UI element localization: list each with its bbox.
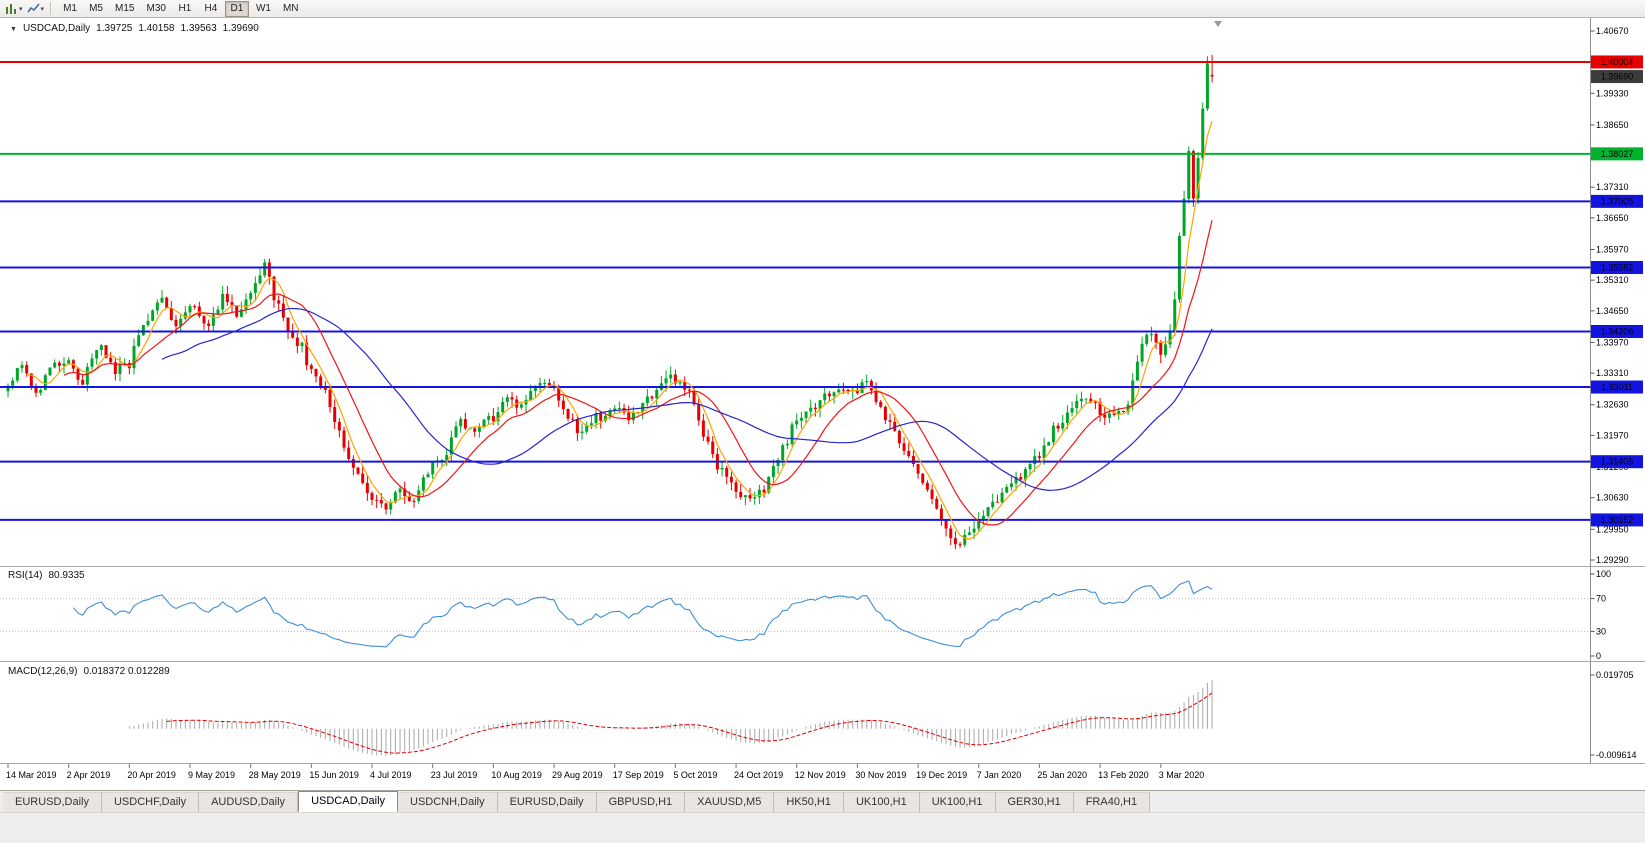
timeframe-button-h1[interactable]: H1 — [173, 1, 197, 17]
chart-tab-uk100-h1[interactable]: UK100,H1 — [843, 792, 920, 812]
timeframe-button-mn[interactable]: MN — [278, 1, 304, 17]
svg-text:30: 30 — [1596, 626, 1606, 636]
svg-text:20 Apr 2019: 20 Apr 2019 — [127, 770, 176, 780]
svg-text:1.38027: 1.38027 — [1601, 149, 1634, 159]
svg-text:1.29950: 1.29950 — [1596, 524, 1629, 534]
macd-values: 0.018372 0.012289 — [83, 666, 170, 677]
svg-text:7 Jan 2020: 7 Jan 2020 — [977, 770, 1022, 780]
status-bar — [0, 812, 1645, 843]
svg-text:1.34206: 1.34206 — [1601, 326, 1634, 336]
svg-text:10 Aug 2019: 10 Aug 2019 — [491, 770, 542, 780]
timeframe-button-m5[interactable]: M5 — [84, 1, 108, 17]
svg-text:1.31405: 1.31405 — [1601, 457, 1634, 467]
svg-text:9 May 2019: 9 May 2019 — [188, 770, 235, 780]
timeframe-button-d1[interactable]: D1 — [224, 0, 249, 17]
open-value: 1.39725 — [96, 23, 133, 34]
svg-text:14 Mar 2019: 14 Mar 2019 — [6, 770, 57, 780]
svg-text:1.40670: 1.40670 — [1596, 26, 1629, 36]
timeframe-button-m15[interactable]: M15 — [110, 1, 139, 17]
chart-tab-eurusd-daily[interactable]: EURUSD,Daily — [497, 792, 597, 812]
timeframe-button-w1[interactable]: W1 — [251, 1, 276, 17]
chart-tab-usdcnh-daily[interactable]: USDCNH,Daily — [398, 792, 498, 812]
svg-text:1.29290: 1.29290 — [1596, 555, 1629, 565]
svg-text:5 Oct 2019: 5 Oct 2019 — [673, 770, 717, 780]
chart-window: 1.40670 1.39330 1.38650 1.37310 1.36650 1.359… — [0, 18, 1645, 790]
svg-text:0: 0 — [1596, 651, 1601, 661]
timeframe-button-m1[interactable]: M1 — [58, 1, 82, 17]
dropdown-caret-icon[interactable]: ▾ — [19, 5, 23, 13]
svg-text:19 Dec 2019: 19 Dec 2019 — [916, 770, 967, 780]
svg-text:1.35582: 1.35582 — [1601, 263, 1634, 273]
chart-tab-xauusd-m5[interactable]: XAUUSD,M5 — [685, 792, 775, 812]
svg-text:-0.009614: -0.009614 — [1596, 750, 1637, 760]
chart-tab-usdchf-daily[interactable]: USDCHF,Daily — [101, 792, 200, 812]
svg-text:25 Jan 2020: 25 Jan 2020 — [1037, 770, 1087, 780]
chart-tab-eurusd-daily[interactable]: EURUSD,Daily — [3, 792, 102, 812]
svg-text:1.39330: 1.39330 — [1596, 88, 1629, 98]
svg-text:1.30152: 1.30152 — [1601, 515, 1634, 525]
svg-text:28 May 2019: 28 May 2019 — [249, 770, 301, 780]
svg-text:1.37005: 1.37005 — [1601, 196, 1634, 206]
close-value: 1.39690 — [222, 23, 259, 34]
svg-text:1.38650: 1.38650 — [1596, 120, 1629, 130]
svg-text:29 Aug 2019: 29 Aug 2019 — [552, 770, 603, 780]
svg-text:1.33310: 1.33310 — [1596, 368, 1629, 378]
symbol-period-label: USDCAD,Daily — [22, 23, 91, 34]
dropdown-caret-icon[interactable]: ▾ — [40, 5, 45, 13]
line-chart-icon[interactable] — [26, 1, 41, 17]
svg-text:4 Jul 2019: 4 Jul 2019 — [370, 770, 412, 780]
macd-name: MACD(12,26,9) — [8, 666, 78, 677]
svg-text:12 Nov 2019: 12 Nov 2019 — [795, 770, 846, 780]
svg-text:23 Jul 2019: 23 Jul 2019 — [431, 770, 478, 780]
chart-tab-hk50-h1[interactable]: HK50,H1 — [774, 792, 844, 812]
svg-text:1.39690: 1.39690 — [1601, 72, 1634, 82]
svg-text:0.019705: 0.019705 — [1596, 670, 1634, 680]
svg-text:1.37310: 1.37310 — [1596, 182, 1629, 192]
price-chart-canvas[interactable]: 1.40670 1.39330 1.38650 1.37310 1.36650 1.359… — [0, 18, 1645, 790]
svg-text:1.32630: 1.32630 — [1596, 400, 1629, 410]
chart-tab-gbpusd-h1[interactable]: GBPUSD,H1 — [596, 792, 686, 812]
toolbar-separator — [50, 2, 52, 15]
svg-text:1.31970: 1.31970 — [1596, 430, 1629, 440]
ohlc-header: ▼ USDCAD,Daily 1.39725 1.40158 1.39563 1.3969… — [10, 23, 265, 34]
rsi-name: RSI(14) — [8, 570, 43, 581]
svg-text:1.34650: 1.34650 — [1596, 306, 1629, 316]
svg-text:24 Oct 2019: 24 Oct 2019 — [734, 770, 783, 780]
svg-text:1.35310: 1.35310 — [1596, 275, 1629, 285]
chart-tab-uk100-h1[interactable]: UK100,H1 — [919, 792, 996, 812]
svg-text:3 Mar 2020: 3 Mar 2020 — [1159, 770, 1205, 780]
svg-text:70: 70 — [1596, 594, 1606, 604]
chart-tabbar: EURUSD,Daily USDCHF,Daily AUDUSD,Daily USDC… — [0, 790, 1645, 812]
svg-text:100: 100 — [1596, 569, 1611, 579]
svg-text:1.40004: 1.40004 — [1601, 57, 1634, 67]
svg-text:30 Nov 2019: 30 Nov 2019 — [855, 770, 906, 780]
svg-text:1.33970: 1.33970 — [1596, 337, 1629, 347]
chart-tab-usdcad-daily[interactable]: USDCAD,Daily — [298, 791, 399, 812]
timeframe-button-m30[interactable]: M30 — [141, 1, 170, 17]
chart-tab-fra40-h1[interactable]: FRA40,H1 — [1073, 792, 1151, 812]
svg-text:1.33011: 1.33011 — [1601, 382, 1633, 392]
svg-text:1.36650: 1.36650 — [1596, 213, 1629, 223]
svg-text:2 Apr 2019: 2 Apr 2019 — [67, 770, 111, 780]
high-value: 1.40158 — [138, 23, 175, 34]
collapse-triangle-icon[interactable]: ▼ — [10, 26, 17, 33]
timeframe-group: M1 M5 M15 M30 H1 H4 D1 W1 MN — [57, 0, 304, 17]
top-toolbar: ▾ ▾ M1 M5 M15 M30 H1 H4 D1 W1 MN — [0, 0, 1645, 18]
macd-label: MACD(12,26,9) 0.018372 0.012289 — [8, 666, 176, 677]
chart-tab-audusd-daily[interactable]: AUDUSD,Daily — [199, 792, 299, 812]
low-value: 1.39563 — [180, 23, 217, 34]
rsi-label: RSI(14) 80.9335 — [8, 570, 91, 581]
svg-text:1.30630: 1.30630 — [1596, 493, 1629, 503]
bar-chart-icon[interactable] — [4, 1, 19, 17]
rsi-value: 80.9335 — [48, 570, 85, 581]
timeframe-button-h4[interactable]: H4 — [199, 1, 223, 17]
svg-text:15 Jun 2019: 15 Jun 2019 — [309, 770, 359, 780]
svg-text:1.35970: 1.35970 — [1596, 244, 1629, 254]
svg-text:17 Sep 2019: 17 Sep 2019 — [613, 770, 664, 780]
svg-text:13 Feb 2020: 13 Feb 2020 — [1098, 770, 1149, 780]
chart-tab-ger30-h1[interactable]: GER30,H1 — [995, 792, 1074, 812]
